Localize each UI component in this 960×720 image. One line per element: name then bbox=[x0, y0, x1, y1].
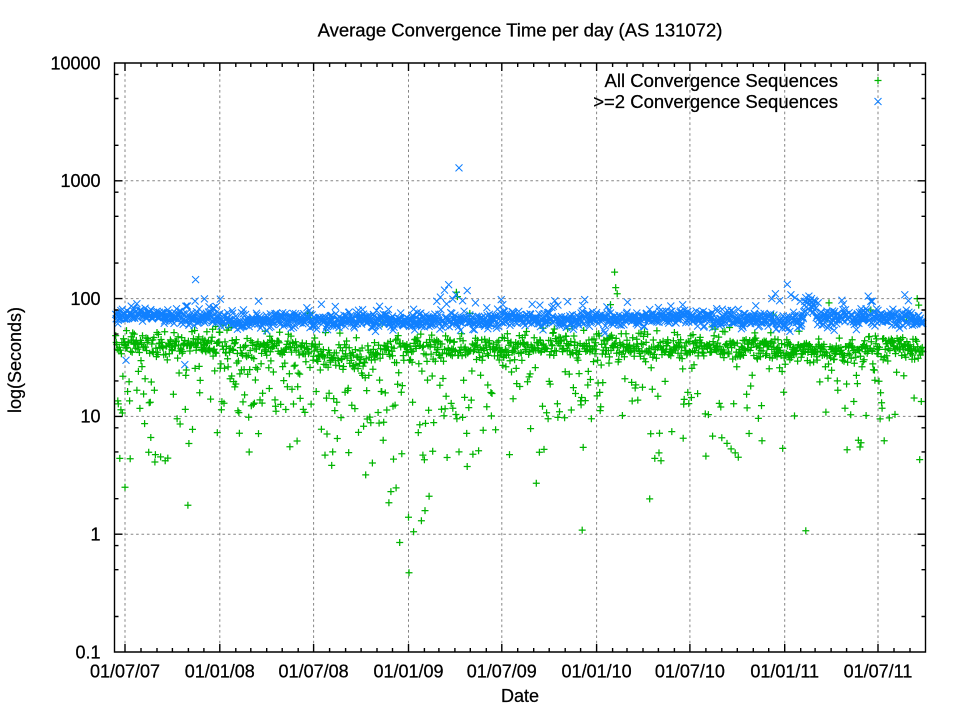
svg-text:01/07/10: 01/07/10 bbox=[655, 662, 725, 682]
svg-text:log(Seconds): log(Seconds) bbox=[5, 307, 25, 413]
svg-text:01/07/08: 01/07/08 bbox=[279, 662, 349, 682]
svg-text:Average Convergence Time per d: Average Convergence Time per day (AS 131… bbox=[318, 20, 723, 41]
svg-text:100: 100 bbox=[70, 289, 100, 309]
svg-text:01/01/10: 01/01/10 bbox=[562, 662, 632, 682]
svg-text:01/01/09: 01/01/09 bbox=[373, 662, 443, 682]
svg-text:01/07/07: 01/07/07 bbox=[90, 662, 160, 682]
svg-text:0.1: 0.1 bbox=[75, 642, 100, 662]
svg-text:01/07/09: 01/07/09 bbox=[467, 662, 537, 682]
svg-text:01/07/11: 01/07/11 bbox=[844, 662, 913, 682]
svg-text:01/01/11: 01/01/11 bbox=[750, 662, 819, 682]
svg-text:Date: Date bbox=[501, 686, 539, 706]
svg-text:10000: 10000 bbox=[50, 53, 100, 73]
svg-text:>=2 Convergence Sequences: >=2 Convergence Sequences bbox=[593, 91, 838, 112]
svg-text:10: 10 bbox=[80, 407, 100, 427]
svg-text:1: 1 bbox=[90, 525, 100, 545]
svg-text:01/01/08: 01/01/08 bbox=[185, 662, 255, 682]
svg-text:1000: 1000 bbox=[60, 171, 100, 191]
svg-text:All Convergence Sequences: All Convergence Sequences bbox=[605, 70, 838, 91]
